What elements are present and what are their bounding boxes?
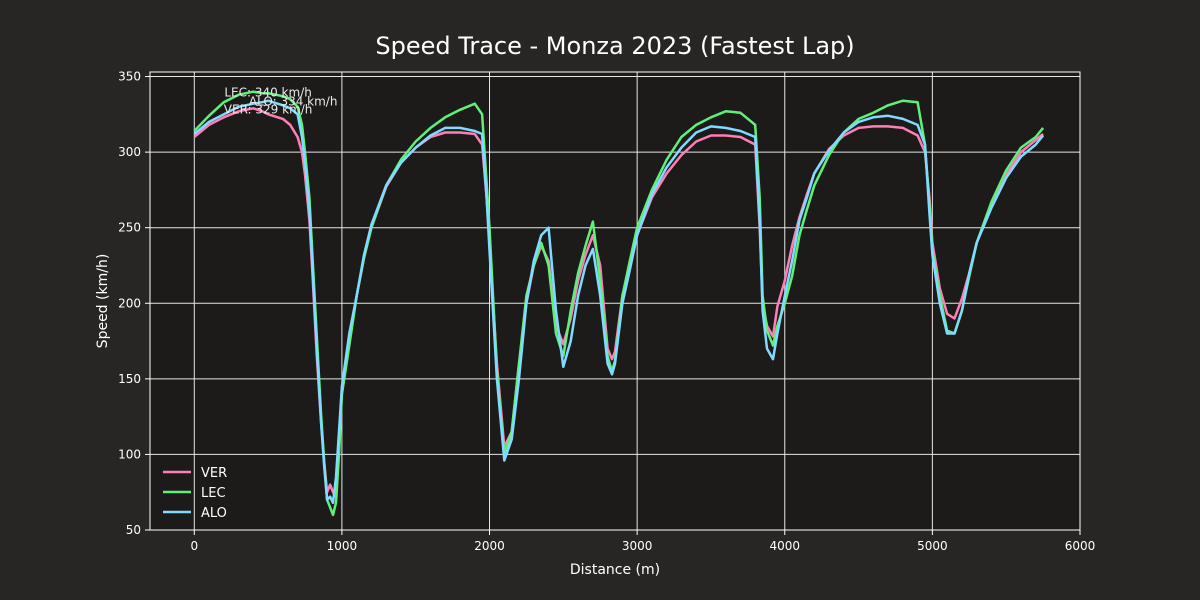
- y-tick-label: 350: [118, 70, 141, 84]
- legend-label-alo: ALO: [201, 506, 227, 521]
- axis-ticks: 0 1000 2000 3000 4000 5000 6000 50 100 150 200 250 3…: [118, 70, 1095, 553]
- series-line-alo: [193, 99, 1045, 505]
- y-tick-label: 150: [118, 372, 141, 386]
- x-axis-label: Distance (m): [570, 562, 660, 578]
- x-tick-label: 3000: [622, 539, 653, 553]
- peak-annotation: VER: 329 km/h: [224, 102, 313, 116]
- x-tick-label: 5000: [917, 539, 948, 553]
- legend: VER LEC ALO: [163, 466, 227, 521]
- x-tick-label: 1000: [327, 539, 358, 553]
- y-tick-label: 50: [126, 523, 141, 537]
- x-tick-label: 0: [190, 539, 198, 553]
- x-tick-label: 2000: [474, 539, 505, 553]
- y-axis-label: Speed (km/h): [95, 254, 111, 349]
- y-tick-label: 300: [118, 145, 141, 159]
- peak-annotation: ALO: 334 km/h: [249, 95, 338, 109]
- x-tick-label: 6000: [1065, 539, 1096, 553]
- y-tick-label: 100: [118, 447, 141, 461]
- legend-label-lec: LEC: [201, 486, 226, 501]
- series-layer: [193, 90, 1045, 517]
- x-tick-label: 4000: [769, 539, 800, 553]
- legend-label-ver: VER: [201, 466, 227, 481]
- peak-annotation: LEC: 340 km/h: [224, 86, 312, 100]
- y-tick-label: 200: [118, 296, 141, 310]
- y-tick-label: 250: [118, 221, 141, 235]
- chart-title: Speed Trace - Monza 2023 (Fastest Lap): [375, 32, 854, 60]
- plot-frame: [149, 71, 1081, 531]
